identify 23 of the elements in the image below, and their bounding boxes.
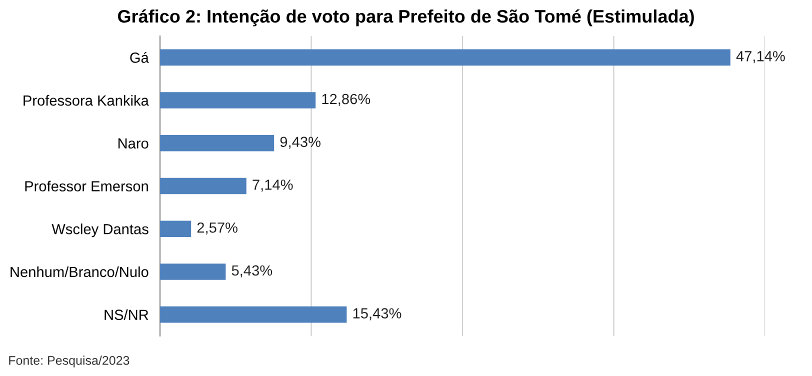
bar: [160, 49, 730, 66]
y-tick-label: Wscley Dantas: [52, 224, 148, 238]
data-label: 15,43%: [353, 308, 402, 320]
data-label: 9,43%: [280, 136, 320, 149]
bar: [160, 92, 316, 108]
data-label: 47,14%: [736, 51, 785, 64]
y-tick-label: Professor Emerson: [25, 180, 148, 192]
bar: [160, 220, 192, 237]
data-label: 2,57%: [197, 222, 238, 234]
data-label: 7,14%: [252, 180, 293, 192]
bar: [160, 306, 347, 323]
y-tick-label: Nenhum/Branco/Nulo: [10, 266, 148, 278]
y-tick-label: Professora Kankika: [24, 95, 149, 106]
y-tick-label: Naro: [118, 138, 148, 149]
data-label: 5,43%: [232, 265, 272, 278]
chart-title: Gráfico 2: Intenção de voto para Prefeito de São Tomé (Estimulada): [118, 9, 694, 26]
data-label: 12,86%: [322, 94, 370, 106]
bar: [160, 178, 246, 194]
y-tick-label: Gá: [130, 52, 149, 63]
y-tick-label: NS/NR: [104, 309, 148, 320]
bar: [160, 135, 274, 152]
bar: [160, 264, 226, 280]
source-note: Fonte: Pesquisa/2023: [9, 356, 130, 368]
